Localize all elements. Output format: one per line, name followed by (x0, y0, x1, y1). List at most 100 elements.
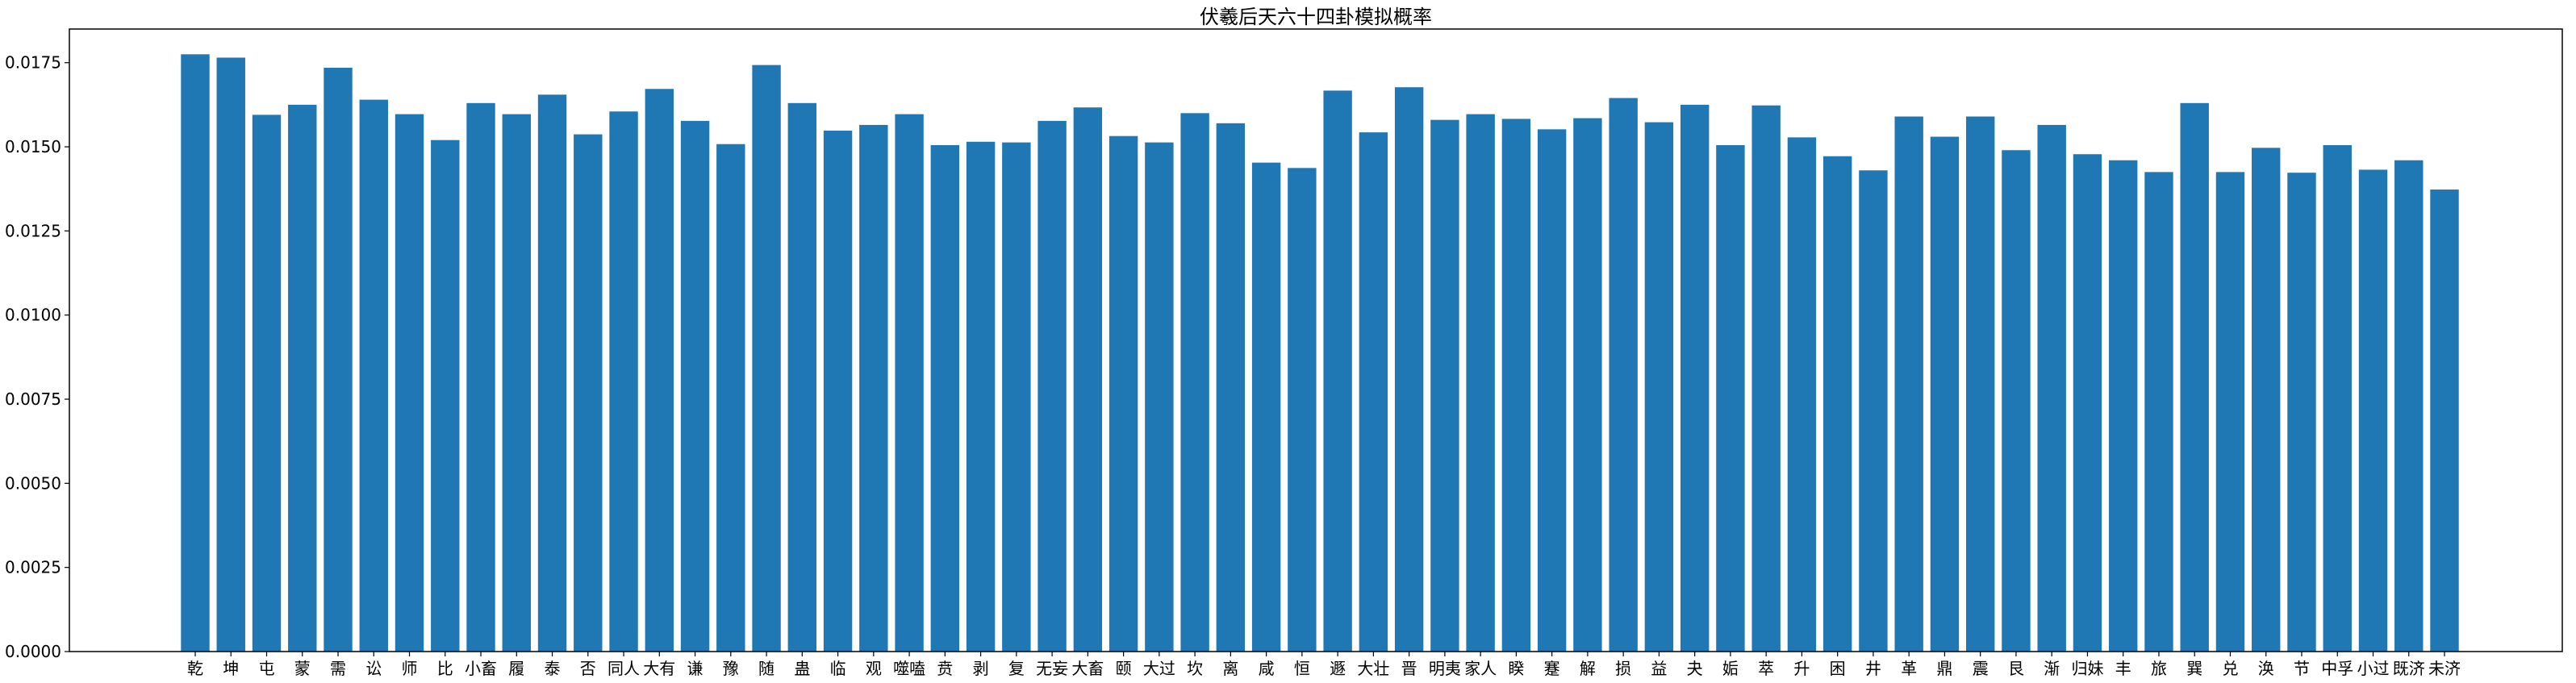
bar-比 (431, 140, 460, 652)
x-tick-label: 大有 (643, 659, 675, 678)
bar-同人 (609, 111, 638, 652)
x-tick-label: 兑 (2222, 659, 2238, 678)
bar-大过 (1145, 142, 1174, 652)
x-tick-label: 谦 (687, 659, 703, 678)
y-tick-label: 0.0100 (5, 306, 61, 325)
x-tick-label: 无妄 (1036, 659, 1068, 678)
x-axis: 乾 坤 屯蒙需讼 师比小畜履 泰否同人 大有谦 豫随 蛊 临 观噬嗑贲 剥复无妄 大畜颐大过坎离 咸恒 遯… (187, 652, 2461, 678)
y-tick-label: 0.0150 (5, 137, 61, 156)
bar-剥 (966, 141, 996, 652)
bar-晋 (1394, 87, 1424, 652)
x-tick-label: 师 (402, 659, 418, 678)
bar-坎 (1180, 113, 1209, 652)
x-tick-label: 小畜 (465, 659, 497, 678)
y-tick-label: 0.0125 (5, 221, 61, 240)
x-tick-label: 离 (1222, 659, 1238, 678)
bar-中孚 (2323, 144, 2352, 652)
x-tick-label: 需 (330, 659, 346, 678)
bar-遯 (1323, 90, 1352, 652)
x-tick-label: 观 (866, 659, 882, 678)
bar-蒙 (288, 104, 317, 652)
bar-丰 (2109, 160, 2138, 652)
bar-井 (1859, 170, 1888, 652)
x-tick-label: 大壮 (1357, 659, 1389, 678)
bar-涣 (2252, 148, 2281, 652)
x-tick-label: 比 (437, 659, 453, 678)
bar-萃 (1751, 105, 1781, 652)
x-tick-label: 坎 (1187, 659, 1203, 678)
bar-豫 (716, 144, 745, 652)
bar-节 (2287, 173, 2316, 652)
bar-明夷 (1430, 119, 1459, 652)
bar-临 (823, 131, 853, 652)
x-tick-label: 旅 (2151, 659, 2167, 678)
x-tick-label: 复 (1008, 659, 1025, 678)
x-tick-label: 蒙 (294, 659, 311, 678)
x-tick-label: 渐 (2044, 659, 2060, 678)
x-tick-label: 豫 (723, 659, 739, 678)
bar-讼 (359, 99, 388, 652)
x-tick-label: 萃 (1758, 659, 1774, 678)
x-tick-label: 泰 (545, 659, 561, 678)
bars-group (181, 54, 2459, 652)
bar-大有 (645, 89, 674, 652)
y-tick-label: 0.0000 (5, 642, 61, 661)
bar-谦 (680, 120, 710, 652)
x-tick-label: 贲 (937, 659, 953, 678)
bar-鼎 (1930, 136, 1960, 652)
y-axis: 0.0000 0.0025 0.0050 0.0075 0.0100 0.0125 0.01… (5, 53, 69, 661)
bar-咸 (1251, 162, 1281, 652)
plot-frame (69, 28, 2563, 652)
x-tick-label: 归妹 (2071, 659, 2103, 678)
x-tick-label: 解 (1580, 659, 1596, 678)
x-tick-label: 否 (580, 659, 596, 678)
bar-家人 (1466, 114, 1495, 652)
bar-夬 (1680, 104, 1710, 652)
bar-恒 (1288, 168, 1317, 652)
bar-旅 (2144, 172, 2173, 652)
bar-大壮 (1359, 132, 1388, 652)
bar-渐 (2037, 124, 2066, 652)
x-tick-label: 艮 (2008, 659, 2024, 678)
x-tick-label: 蹇 (1544, 659, 1560, 678)
y-tick-label: 0.0025 (5, 558, 61, 577)
bar-蛊 (787, 102, 817, 652)
bar-履 (502, 114, 531, 652)
bar-贲 (930, 144, 960, 652)
bar-泰 (537, 94, 567, 652)
bar-小畜 (466, 102, 495, 652)
x-tick-label: 明夷 (1429, 659, 1461, 678)
x-tick-label: 丰 (2115, 659, 2131, 678)
x-tick-label: 夬 (1687, 659, 1703, 678)
y-tick-label: 0.0050 (5, 473, 61, 493)
bar-随 (752, 65, 781, 652)
x-tick-label: 中孚 (2321, 659, 2353, 678)
x-tick-label: 随 (758, 659, 774, 678)
x-tick-label: 乾 (187, 659, 203, 678)
x-tick-label: 睽 (1508, 659, 1524, 678)
bar-师 (395, 114, 424, 652)
bar-噬嗑 (895, 114, 924, 652)
bar-蹇 (1537, 129, 1567, 652)
x-tick-label: 巽 (2186, 659, 2202, 678)
x-tick-label: 家人 (1464, 659, 1497, 678)
x-tick-label: 震 (1973, 659, 1989, 678)
x-tick-label: 鼎 (1936, 659, 1952, 678)
x-tick-label: 坤 (223, 659, 239, 678)
bar-睽 (1501, 119, 1531, 652)
bar-益 (1644, 122, 1674, 652)
x-tick-label: 既济 (2393, 659, 2425, 678)
bar-损 (1609, 98, 1638, 652)
x-tick-label: 小过 (2357, 659, 2389, 678)
x-tick-label: 大过 (1143, 659, 1175, 678)
bar-需 (324, 67, 353, 652)
x-tick-label: 节 (2294, 659, 2310, 678)
x-tick-label: 噬嗑 (893, 659, 925, 678)
x-tick-label: 蛊 (794, 659, 810, 678)
x-tick-label: 履 (508, 659, 524, 678)
x-tick-label: 革 (1901, 659, 1917, 678)
bar-震 (1966, 116, 1995, 652)
bar-解 (1573, 118, 1602, 652)
